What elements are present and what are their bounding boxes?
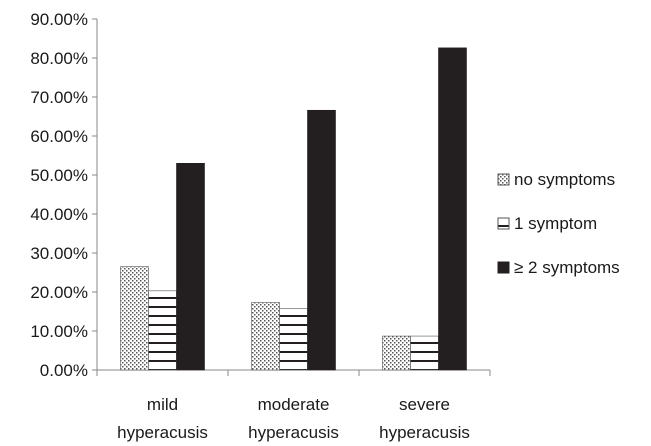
y-tick-label: 20.00% [30,283,88,302]
y-tick-label: 50.00% [30,166,88,185]
bar-1-symptom [279,308,308,371]
bar-no-symptoms [382,335,411,371]
bar-2-symptoms [307,109,336,371]
y-tick-label: 40.00% [30,205,88,224]
y-tick-label: 90.00% [30,10,88,29]
x-category-label: severe [399,395,450,414]
bar-1-symptom [410,335,439,371]
legend-swatch [497,261,510,274]
bar-no-symptoms [251,302,280,371]
x-category-label: hyperacusis [117,423,208,442]
legend-label: ≥ 2 symptoms [514,258,620,277]
bar-1-symptom [148,290,177,371]
bar-no-symptoms [120,266,149,371]
x-category-label: mild [147,395,178,414]
y-tick-label: 60.00% [30,127,88,146]
y-tick-label: 30.00% [30,244,88,263]
legend-swatch [497,217,510,230]
y-tick-label: 10.00% [30,322,88,341]
y-tick-label: 70.00% [30,88,88,107]
bar-2-symptoms [176,163,205,371]
legend-swatch [497,173,510,186]
y-tick-label: 80.00% [30,49,88,68]
x-category-label: moderate [258,395,330,414]
bar-2-symptoms [438,47,467,371]
x-category-label: hyperacusis [379,423,470,442]
legend-label: 1 symptom [514,214,597,233]
legend-label: no symptoms [514,170,615,189]
y-tick-label: 0.00% [40,361,88,380]
x-category-label: hyperacusis [248,423,339,442]
